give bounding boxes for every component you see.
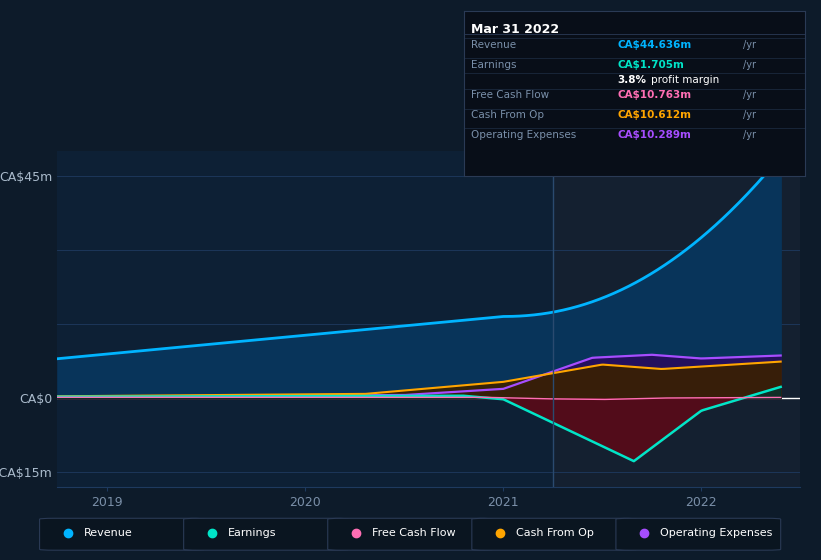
Text: Cash From Op: Cash From Op xyxy=(470,110,544,120)
Text: 3.8%: 3.8% xyxy=(617,74,646,85)
Text: Operating Expenses: Operating Expenses xyxy=(660,529,773,538)
Text: CA$10.612m: CA$10.612m xyxy=(617,110,691,120)
FancyBboxPatch shape xyxy=(328,519,493,550)
FancyBboxPatch shape xyxy=(184,519,348,550)
FancyBboxPatch shape xyxy=(616,519,781,550)
Text: /yr: /yr xyxy=(743,40,756,50)
Text: Operating Expenses: Operating Expenses xyxy=(470,130,576,140)
Text: /yr: /yr xyxy=(743,60,756,70)
Text: CA$1.705m: CA$1.705m xyxy=(617,60,684,70)
Text: profit margin: profit margin xyxy=(651,74,719,85)
Text: CA$10.289m: CA$10.289m xyxy=(617,130,691,140)
Text: Revenue: Revenue xyxy=(470,40,516,50)
Text: Free Cash Flow: Free Cash Flow xyxy=(470,91,548,100)
Bar xyxy=(553,151,800,487)
Text: Mar 31 2022: Mar 31 2022 xyxy=(470,23,559,36)
Text: CA$10.763m: CA$10.763m xyxy=(617,91,691,100)
FancyBboxPatch shape xyxy=(472,519,636,550)
Text: Earnings: Earnings xyxy=(228,529,277,538)
Text: /yr: /yr xyxy=(743,110,756,120)
Text: CA$44.636m: CA$44.636m xyxy=(617,40,691,50)
Text: Free Cash Flow: Free Cash Flow xyxy=(372,529,456,538)
Text: /yr: /yr xyxy=(743,130,756,140)
FancyBboxPatch shape xyxy=(39,519,204,550)
Text: Revenue: Revenue xyxy=(84,529,133,538)
Text: /yr: /yr xyxy=(743,91,756,100)
Text: Cash From Op: Cash From Op xyxy=(516,529,594,538)
Text: Earnings: Earnings xyxy=(470,60,516,70)
